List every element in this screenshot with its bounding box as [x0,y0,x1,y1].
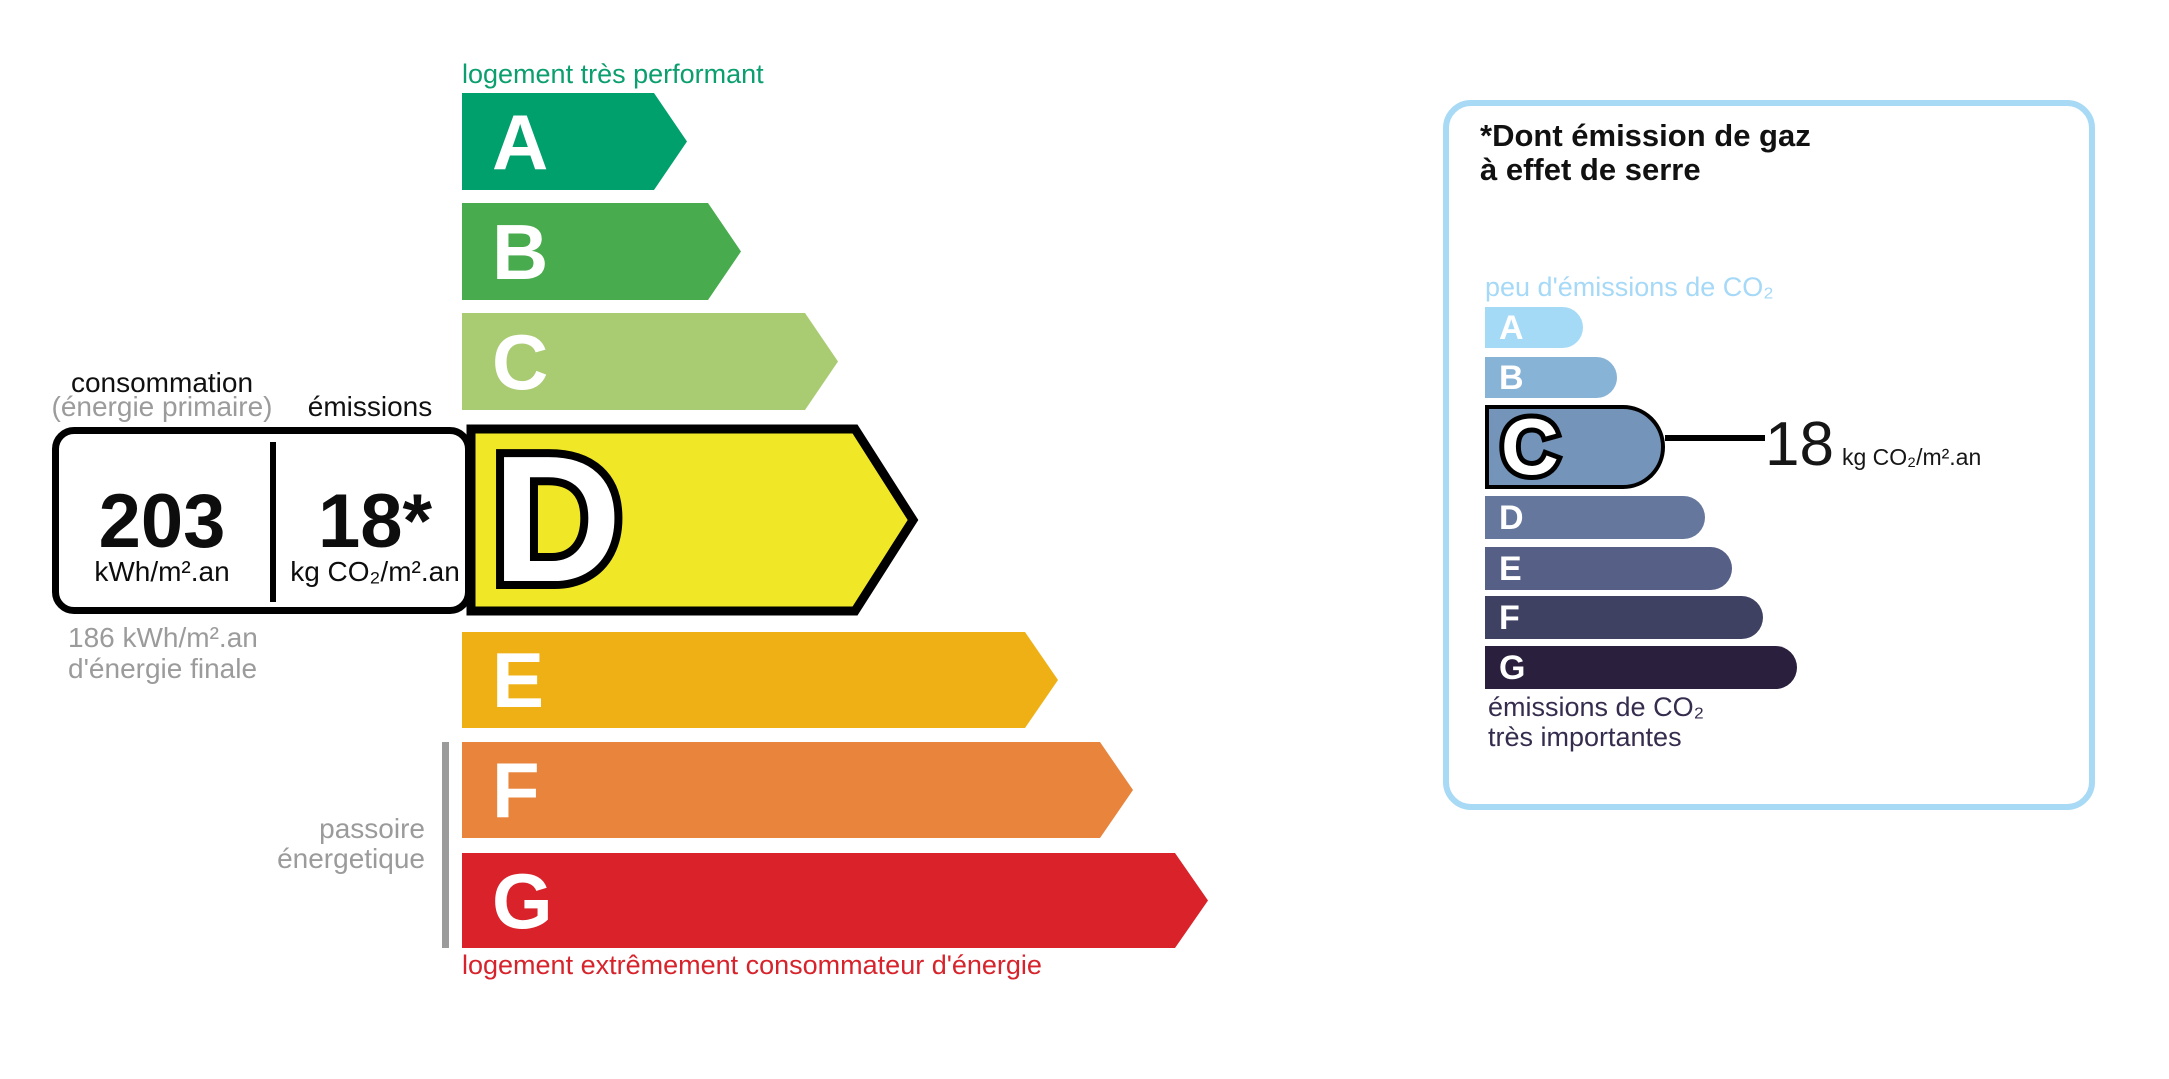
current-class-value-box [52,427,472,614]
co2-value-connector-line [1665,435,1765,441]
energy-bar-b: B [462,203,741,300]
co2-bar-d: D [1485,496,1705,539]
energy-bar-c: C [462,313,838,410]
top-performance-label: logement très performant [462,59,764,89]
co2-current-value-number: 18 [1765,410,1834,479]
co2-bar-g: G [1485,646,1797,689]
co2-bar-f-letter: F [1499,598,1520,637]
co2-bar-e: E [1485,547,1732,590]
co2-bar-g-letter: G [1499,648,1526,687]
co2-bar-a-letter: A [1499,308,1524,347]
co2-bar-c-letter: C [1496,402,1564,492]
energy-bar-f: F [462,742,1133,838]
energy-bar-a-letter: A [492,97,549,186]
energy-sieve-label: passoire énergetique [200,813,425,875]
co2-high-emissions-label-line2: très importantes [1488,722,1682,753]
consumption-unit: kWh/m².an [94,556,230,587]
co2-bar-f: F [1485,596,1763,639]
co2-current-value-unit: kg CO₂/m².an [1841,444,1982,470]
primary-energy-subheader: (énergie primaire) [51,391,273,422]
co2-bar-b: B [1485,357,1617,398]
energy-bar-g: G [462,853,1208,948]
energy-sieve-bracket-line [442,742,449,948]
energy-sieve-label-line2: énergetique [277,843,425,875]
emissions-value: 18* [317,479,433,564]
co2-panel-title-line1: *Dont émission de gaz [1480,118,1811,153]
co2-bar-a: A [1485,307,1583,348]
co2-panel-title-line2: à effet de serre [1480,152,1701,188]
co2-bar-e-letter: E [1499,549,1522,588]
energy-bar-f-letter: F [492,746,540,834]
co2-bar-c-current: C [1485,402,1665,492]
energy-bar-d-current: D [466,422,920,618]
bottom-performance-label: logement extrêmement consommateur d'éner… [462,950,1042,980]
energy-bar-b-letter: B [492,207,549,296]
final-energy-note-line2: d'énergie finale [68,653,258,685]
energy-bar-e-letter: E [492,636,545,724]
co2-high-emissions-label-line1: émissions de CO₂ [1488,692,1705,722]
energy-bar-c-letter: C [492,317,549,406]
co2-bar-b-letter: B [1499,358,1524,397]
co2-bar-d-letter: D [1499,498,1524,537]
co2-panel [1443,100,2095,810]
consumption-header: consommation [70,367,254,398]
co2-high-emissions-label: émissions de CO₂ très importantes [1488,692,1704,752]
consumption-value: 203 [98,479,226,564]
co2-current-value: 18 kg CO₂/m².an [1765,414,1981,476]
emissions-header: émissions [307,391,433,422]
final-energy-note-line1: 186 kWh/m².an [68,622,258,653]
energy-bar-g-letter: G [492,856,553,945]
energy-bar-d-letter: D [484,422,630,618]
emissions-unit: kg CO₂/m².an [290,556,460,587]
co2-panel-title: *Dont émission de gaz à effet de serre [1480,118,1811,188]
energy-bar-d-letter-wrap: D [484,422,630,618]
energy-bar-e: E [462,632,1058,728]
energy-sieve-label-line1: passoire [319,813,425,844]
energy-bar-a: A [462,93,687,190]
final-energy-note: 186 kWh/m².an d'énergie finale [68,622,258,685]
co2-low-emissions-label: peu d'émissions de CO₂ [1485,272,1774,302]
value-box-divider [270,442,276,602]
